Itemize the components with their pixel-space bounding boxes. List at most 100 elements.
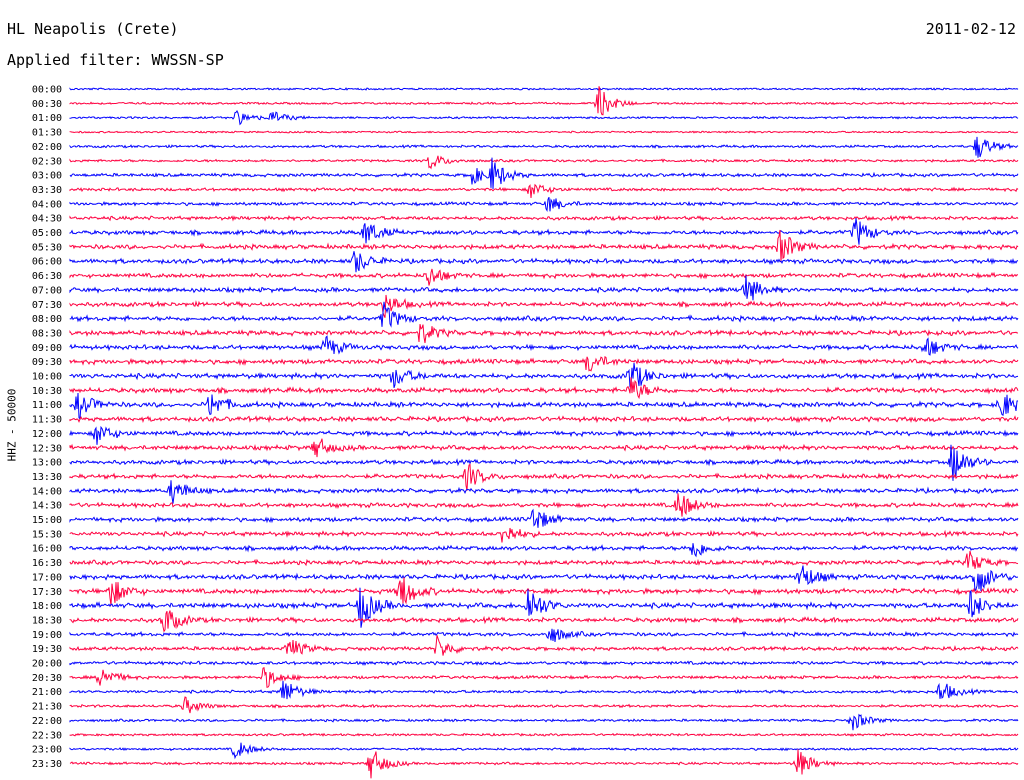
trace-line bbox=[69, 275, 1019, 301]
trace-line bbox=[69, 251, 1019, 273]
station-title: HL Neapolis (Crete) bbox=[7, 20, 179, 38]
trace-line bbox=[69, 480, 1019, 504]
time-tick-label: 00:30 bbox=[32, 99, 62, 110]
trace-line bbox=[69, 438, 1019, 458]
trace-line bbox=[69, 183, 1019, 199]
time-tick-label: 17:00 bbox=[32, 572, 62, 583]
trace-line bbox=[69, 425, 1019, 445]
trace-line bbox=[69, 444, 1019, 481]
time-tick-label: 00:00 bbox=[32, 85, 62, 96]
trace-line bbox=[69, 493, 1019, 517]
trace-line bbox=[69, 610, 1019, 633]
time-tick-label: 07:00 bbox=[32, 285, 62, 296]
time-tick-label: 16:00 bbox=[32, 544, 62, 555]
time-tick-label: 15:00 bbox=[32, 515, 62, 526]
time-tick-label: 04:00 bbox=[32, 199, 62, 210]
trace-line bbox=[69, 214, 1019, 222]
trace-line bbox=[69, 86, 1018, 116]
trace-line bbox=[69, 587, 1019, 628]
trace-line bbox=[69, 628, 1019, 642]
trace-line bbox=[69, 110, 1019, 126]
time-tick-label: 06:30 bbox=[32, 271, 62, 282]
trace-line bbox=[69, 136, 1019, 158]
time-tick-label: 17:30 bbox=[32, 587, 62, 598]
trace-line bbox=[69, 268, 1019, 286]
time-tick-label: 23:30 bbox=[32, 759, 62, 770]
trace-line bbox=[69, 550, 1019, 569]
time-tick-label: 01:30 bbox=[32, 128, 62, 139]
time-tick-label: 12:00 bbox=[32, 429, 62, 440]
time-tick-label: 13:30 bbox=[32, 472, 62, 483]
trace-line bbox=[69, 155, 1019, 170]
trace-line bbox=[69, 660, 1019, 666]
time-tick-label: 20:30 bbox=[32, 673, 62, 684]
trace-line bbox=[69, 218, 1019, 245]
time-tick-label: 03:30 bbox=[32, 185, 62, 196]
trace-line bbox=[69, 565, 1018, 593]
trace-line bbox=[69, 323, 1019, 344]
time-tick-label: 11:30 bbox=[32, 415, 62, 426]
time-tick-label: 22:30 bbox=[32, 730, 62, 741]
time-tick-label: 08:30 bbox=[32, 328, 62, 339]
time-tick-label: 07:30 bbox=[32, 300, 62, 311]
time-tick-label: 21:00 bbox=[32, 687, 62, 698]
trace-line bbox=[69, 696, 1019, 714]
trace-line bbox=[69, 732, 1019, 737]
trace-line bbox=[69, 355, 1019, 372]
trace-line bbox=[69, 742, 1019, 760]
time-tick-label: 09:00 bbox=[32, 343, 62, 354]
time-tick-label: 10:00 bbox=[32, 372, 62, 383]
time-tick-label: 22:00 bbox=[32, 716, 62, 727]
time-tick-label: 02:00 bbox=[32, 142, 62, 153]
trace-line bbox=[69, 301, 1019, 328]
trace-line bbox=[69, 294, 1019, 318]
trace-line bbox=[69, 577, 1019, 606]
time-tick-label: 21:30 bbox=[32, 702, 62, 713]
time-tick-label: 10:30 bbox=[32, 386, 62, 397]
trace-line bbox=[69, 157, 1019, 190]
time-tick-label: 19:00 bbox=[32, 630, 62, 641]
time-tick-label: 18:30 bbox=[32, 615, 62, 626]
time-tick-label: 18:00 bbox=[32, 601, 62, 612]
trace-line bbox=[69, 362, 1019, 389]
time-tick-label: 05:00 bbox=[32, 228, 62, 239]
time-tick-label: 11:00 bbox=[32, 400, 62, 411]
trace-line bbox=[69, 508, 1019, 528]
trace-line bbox=[69, 130, 1019, 134]
time-tick-label: 13:00 bbox=[32, 458, 62, 469]
trace-line bbox=[69, 527, 1019, 543]
time-tick-label: 12:30 bbox=[32, 443, 62, 454]
time-tick-label: 03:00 bbox=[32, 171, 62, 182]
time-tick-label: 15:30 bbox=[32, 529, 62, 540]
time-tick-label: 14:30 bbox=[32, 501, 62, 512]
trace-line bbox=[69, 87, 1019, 91]
trace-line bbox=[69, 335, 1019, 356]
trace-line bbox=[69, 463, 1019, 491]
trace-line bbox=[69, 196, 1019, 212]
trace-line bbox=[69, 414, 1019, 424]
trace-line bbox=[69, 543, 1019, 558]
trace-line bbox=[69, 680, 1019, 700]
trace-line bbox=[69, 377, 1019, 400]
trace-line bbox=[69, 635, 1019, 656]
time-tick-label: 06:00 bbox=[32, 257, 62, 268]
time-tick-label: 16:30 bbox=[32, 558, 62, 569]
time-tick-label: 05:30 bbox=[32, 242, 62, 253]
trace-line bbox=[69, 713, 1019, 731]
trace-line bbox=[69, 749, 1019, 779]
trace-line bbox=[69, 229, 1019, 263]
time-tick-label: 04:30 bbox=[32, 214, 62, 225]
time-tick-label: 08:00 bbox=[32, 314, 62, 325]
time-tick-label: 01:00 bbox=[32, 113, 62, 124]
date-label: 2011-02-12 bbox=[925, 20, 1016, 38]
trace-line bbox=[69, 666, 1019, 688]
time-tick-label: 02:30 bbox=[32, 156, 62, 167]
time-tick-label: 23:00 bbox=[32, 745, 62, 756]
time-tick-label: 14:00 bbox=[32, 486, 62, 497]
time-tick-label: 09:30 bbox=[32, 357, 62, 368]
time-tick-label: 20:00 bbox=[32, 659, 62, 670]
filter-label: Applied filter: WWSSN-SP bbox=[7, 51, 224, 69]
trace-line bbox=[69, 392, 1019, 421]
time-tick-label: 19:30 bbox=[32, 644, 62, 655]
